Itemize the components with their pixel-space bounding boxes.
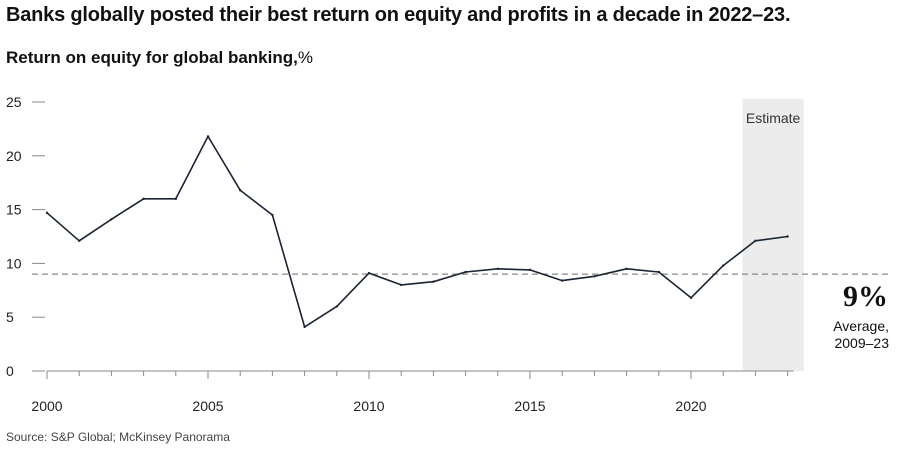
data-point (400, 283, 403, 287)
source-note: Source: S&P Global; McKinsey Panorama (6, 430, 230, 444)
data-point (335, 305, 338, 308)
data-point (303, 325, 306, 329)
data-point (561, 279, 564, 282)
estimate-label: Estimate (746, 110, 801, 126)
x-tick-label: 2020 (675, 398, 706, 414)
data-point (78, 239, 81, 243)
data-point (754, 239, 757, 243)
average-value: 9% (843, 280, 888, 313)
data-point (657, 270, 660, 274)
data-point (722, 264, 725, 267)
y-tick-label: 15 (6, 202, 22, 218)
data-point (110, 218, 113, 221)
data-point (786, 235, 789, 238)
chart-title: Banks globally posted their best return … (6, 4, 791, 26)
data-point (593, 275, 596, 278)
data-point (239, 189, 242, 192)
data-point (206, 135, 210, 138)
data-point (174, 197, 177, 201)
subtitle-main: Return on equity for global banking, (6, 48, 298, 67)
x-tick-label: 2015 (514, 398, 545, 414)
data-point (625, 267, 628, 270)
data-point (464, 270, 467, 274)
data-point (432, 280, 435, 283)
data-point (271, 213, 274, 217)
y-tick-label: 20 (6, 148, 22, 164)
average-label: Average, 2009–23 (833, 318, 889, 351)
estimate-band (742, 98, 804, 371)
data-point (142, 197, 145, 201)
y-tick-label: 5 (6, 309, 14, 325)
y-tick-label: 10 (6, 255, 22, 271)
y-tick-label: 25 (6, 94, 22, 110)
x-tick-label: 2000 (31, 398, 62, 414)
x-tick-label: 2005 (192, 398, 223, 414)
x-tick-label: 2010 (353, 398, 384, 414)
data-point (45, 211, 49, 215)
data-point (367, 271, 371, 275)
subtitle-unit: % (297, 48, 313, 67)
roe-series-line (46, 135, 788, 328)
y-tick-label: 0 (6, 363, 14, 379)
chart-subtitle: Return on equity for global banking,% (6, 48, 313, 68)
data-point (528, 268, 532, 272)
data-point (496, 267, 499, 270)
data-point (689, 296, 693, 300)
